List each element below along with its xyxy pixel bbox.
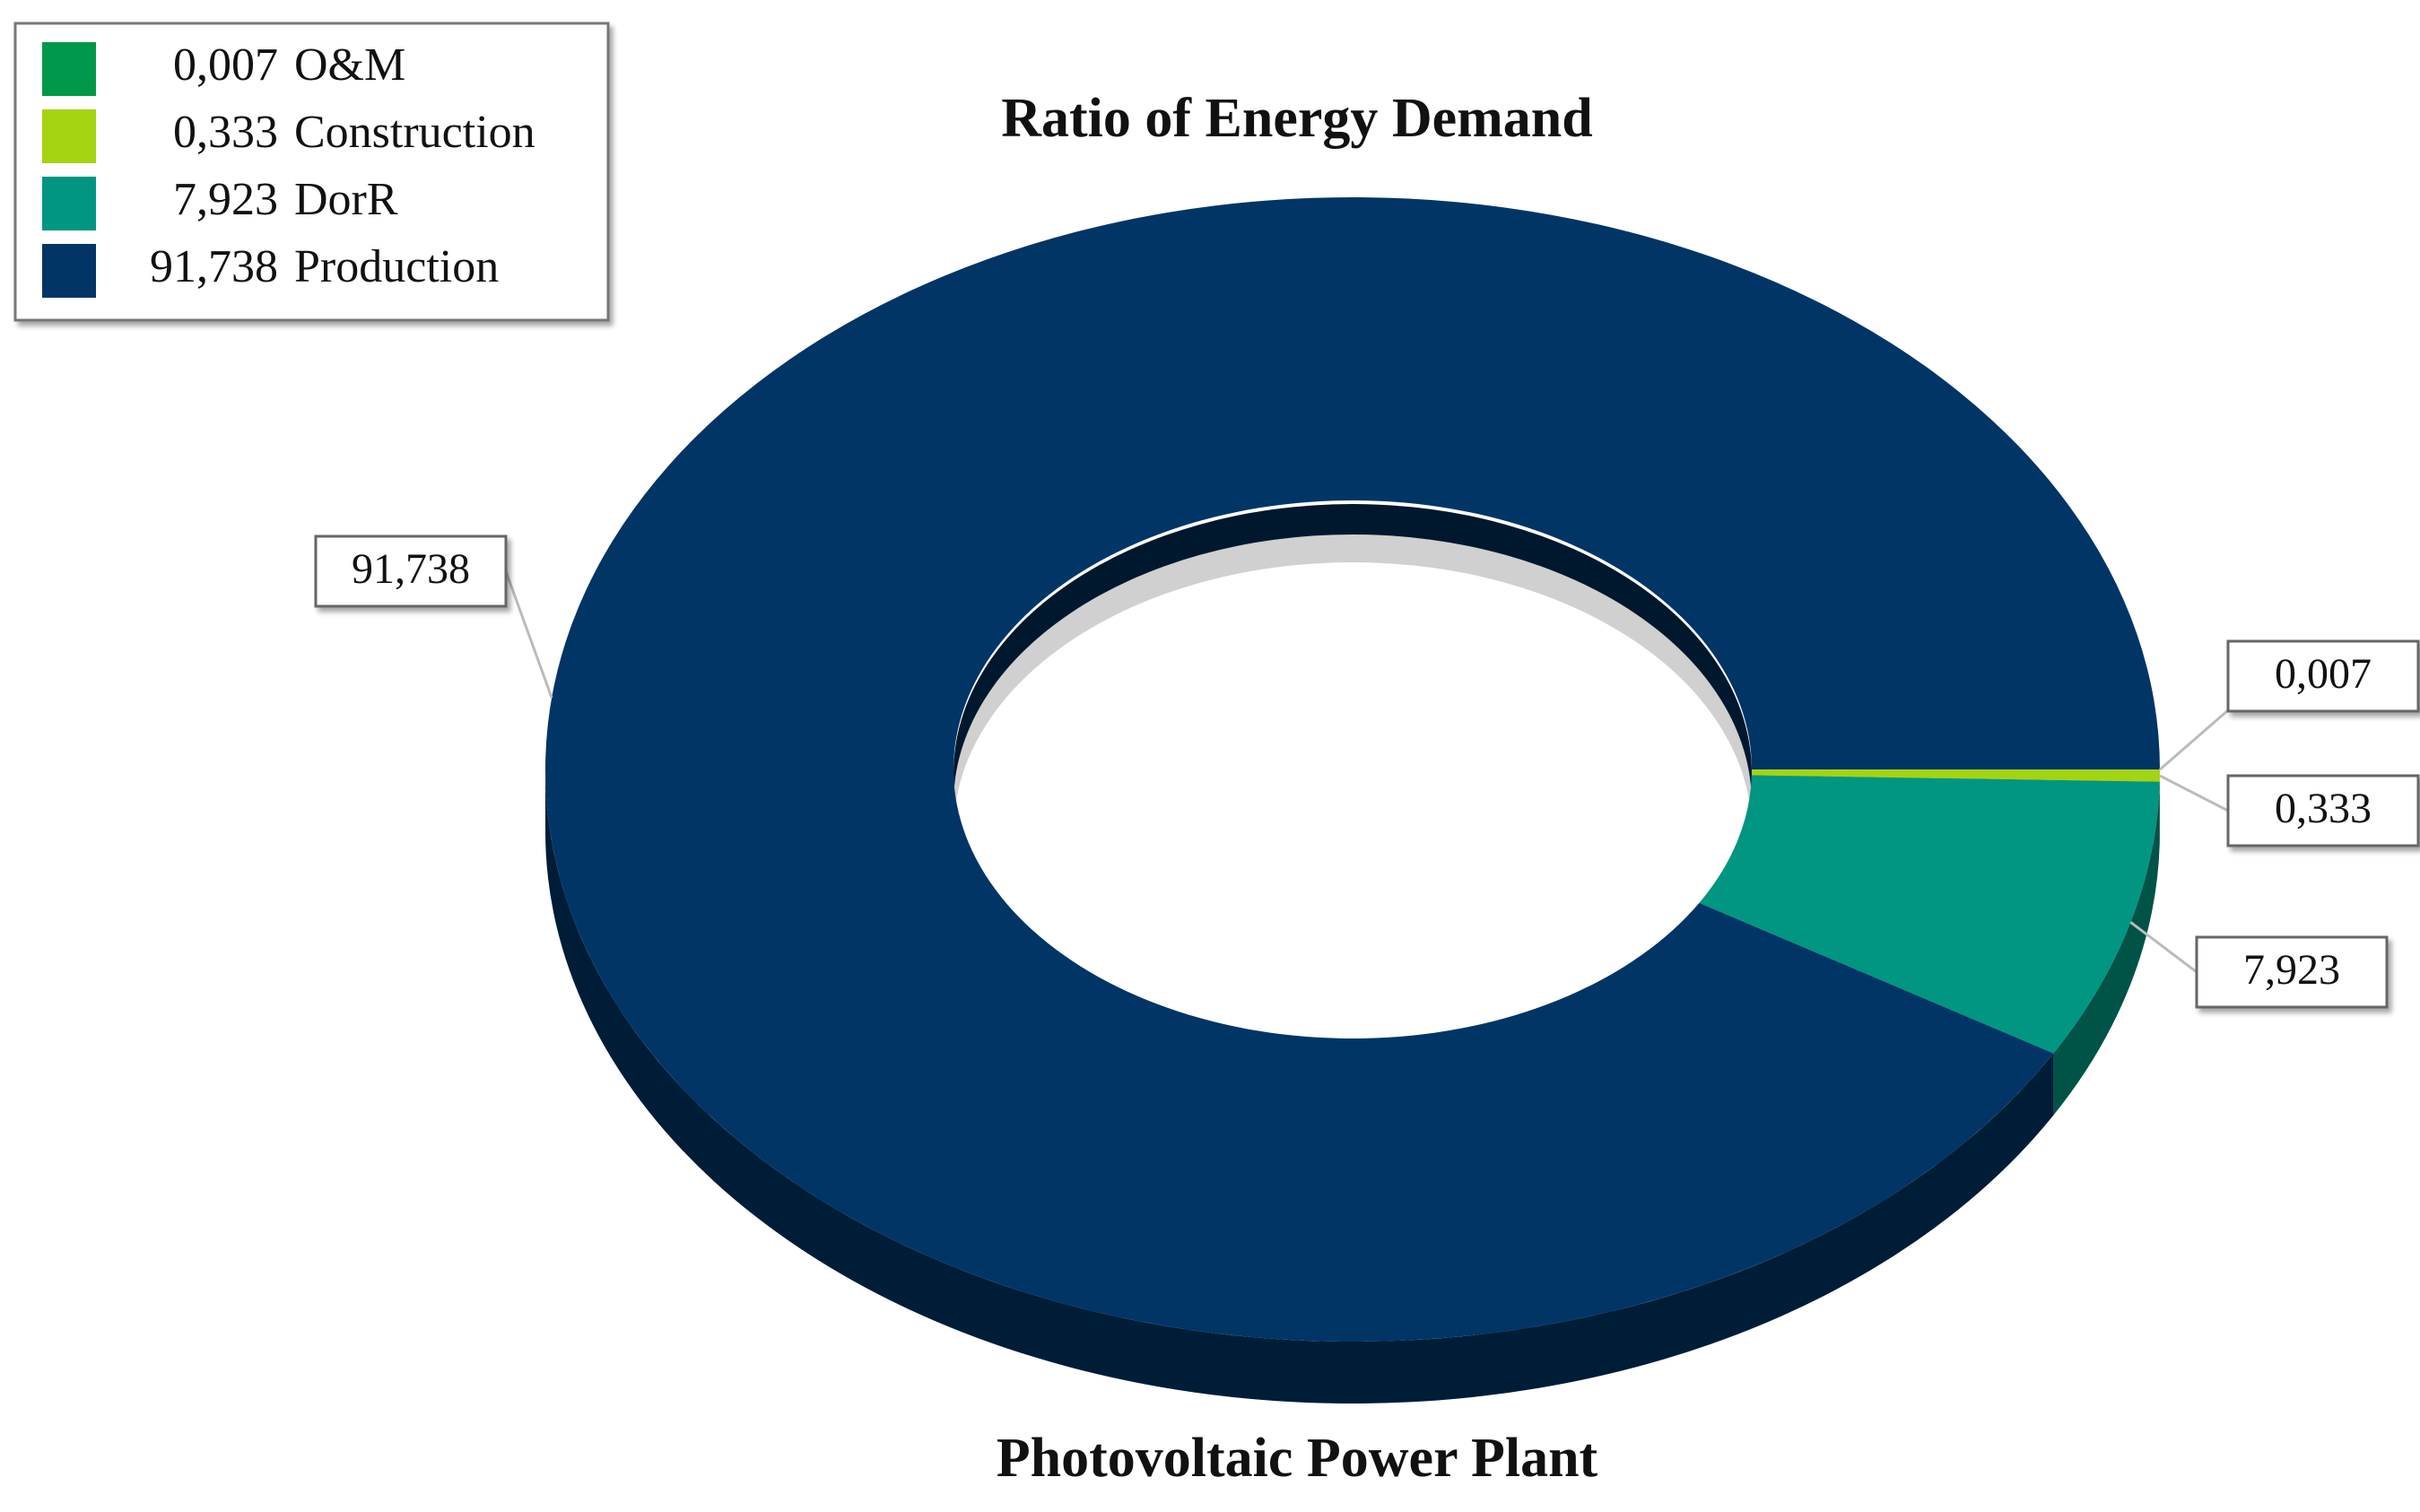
legend-value: 0,333 <box>173 107 278 158</box>
data-labels: 0,007 0,333 7,923 91,738 <box>314 534 2420 1009</box>
label-box <box>2226 639 2420 713</box>
legend-name: O&M <box>294 39 405 91</box>
chart-title: Ratio of Energy Demand <box>1001 88 1593 149</box>
legend-name: DorR <box>294 174 398 225</box>
data-label: 91,738 <box>352 545 470 593</box>
data-label: 0,333 <box>2275 785 2372 832</box>
slice-side <box>2053 781 2160 1116</box>
leader-line <box>2159 774 2229 812</box>
legend-label: 91,738 <box>150 241 278 292</box>
slice <box>1699 775 2160 1054</box>
legend-value: 91,738 <box>150 241 278 292</box>
legend-label: 0,007 <box>173 39 278 91</box>
legend-label: 7,923 <box>173 174 278 225</box>
legend-label: 0,333 <box>173 107 278 158</box>
legend-swatch <box>42 109 96 163</box>
legend-swatch <box>42 177 96 230</box>
legend-value: 0,007 <box>173 39 278 91</box>
slice <box>1751 769 2160 782</box>
legend-value: 7,923 <box>173 174 278 225</box>
data-label: 7,923 <box>2243 946 2340 994</box>
chart-subtitle: Photovoltaic Power Plant <box>997 1428 1598 1489</box>
label-box <box>314 534 508 608</box>
leader-line <box>2159 708 2229 771</box>
hole-floor <box>953 562 1752 1042</box>
legend: 0,007 O&M 0,333 Construction 7,923 DorR 91,738… <box>13 22 610 322</box>
legend-swatch <box>42 244 96 298</box>
leader-line <box>504 570 553 699</box>
legend-name: Production <box>294 241 499 292</box>
donut <box>545 197 2160 1404</box>
data-label: 0,007 <box>2275 650 2372 698</box>
legend-swatch <box>42 42 96 96</box>
slice <box>545 197 2160 1343</box>
leader-line <box>2129 921 2198 974</box>
legend-box <box>13 22 610 322</box>
label-box <box>2226 774 2420 847</box>
legend-name: Construction <box>294 107 535 158</box>
label-box <box>2195 935 2389 1009</box>
